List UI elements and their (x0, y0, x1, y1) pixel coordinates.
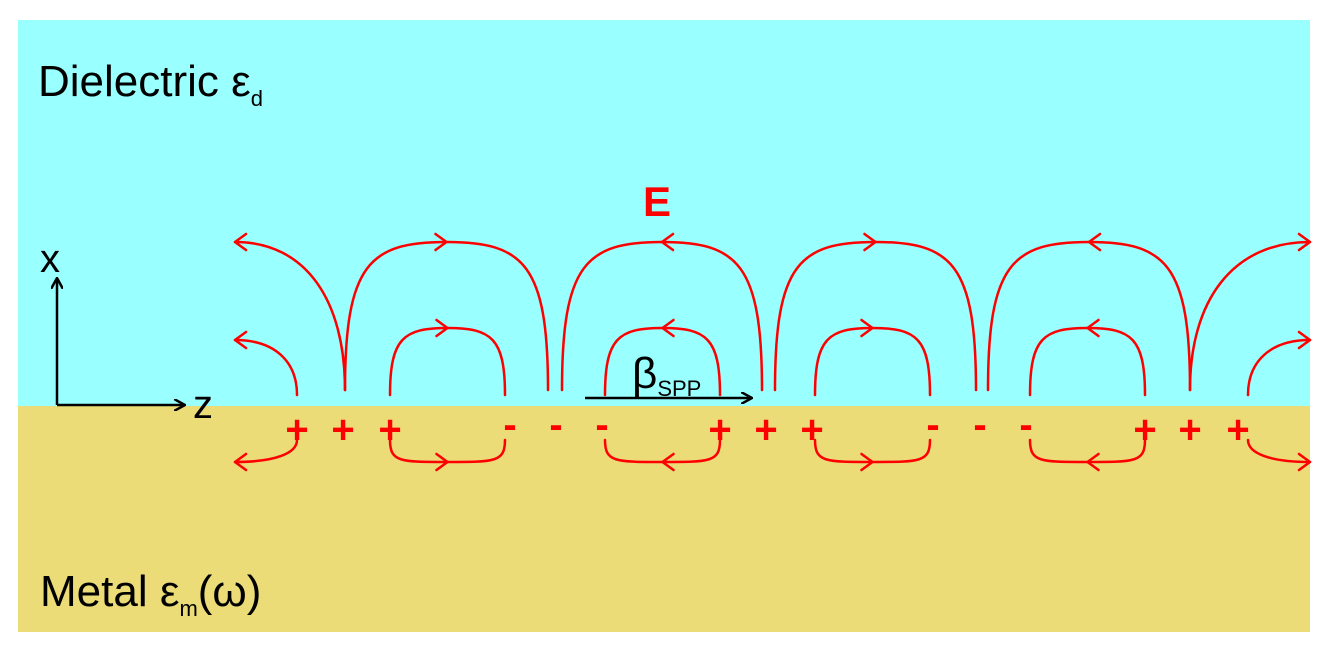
field-line-left-inner-line (233, 338, 299, 397)
field-arrowhead-metal-3-line (860, 452, 874, 472)
field-line-metal-right-line (1246, 438, 1312, 464)
negative-charge: - (926, 403, 939, 447)
field-arrowhead-large-3-line (863, 232, 877, 252)
positive-charge: + (1133, 408, 1156, 452)
positive-charge: + (378, 408, 401, 452)
coordinate-axes (57, 278, 185, 405)
beta-label: βSPP (632, 349, 701, 401)
negative-charge: - (973, 403, 986, 447)
field-arrowhead-small-2-line (661, 318, 675, 338)
positive-charge: + (800, 408, 823, 452)
positive-charge: + (754, 408, 777, 452)
x-axis-label: x (40, 237, 60, 281)
negative-charge: - (1019, 403, 1032, 447)
field-label: E (643, 178, 671, 225)
positive-charge: + (331, 408, 354, 452)
field-arrowhead-small-1-line (435, 318, 449, 338)
dielectric-region (18, 20, 1310, 406)
field-lines (233, 232, 1312, 472)
field-arrowhead-large-1-line (434, 232, 448, 252)
field-arrowhead-small-3-line (860, 318, 874, 338)
negative-charge: - (549, 403, 562, 447)
field-arrowhead-metal-2-line (661, 452, 675, 472)
field-line-right-outer-line (1188, 240, 1312, 392)
field-line-right-inner-line (1246, 338, 1312, 397)
field-line-metal-left-line (233, 438, 299, 464)
surface-charges: + + + - - - + + + - - - + + + (285, 403, 1249, 452)
field-arrowhead-large-4-line (1087, 232, 1102, 252)
positive-charge: + (285, 408, 308, 452)
field-arrowhead-left-outer-line (233, 232, 248, 252)
field-arrowhead-right-outer-line (1297, 232, 1312, 252)
field-arrowhead-metal-left-line (233, 452, 248, 472)
field-arrowhead-left-inner-line (233, 330, 248, 350)
z-axis-label: z (193, 383, 213, 427)
field-arrowhead-metal-right-line (1297, 452, 1312, 472)
field-arrowhead-metal-1-line (435, 452, 449, 472)
metal-region (18, 406, 1310, 632)
metal-label: Metal εm(ω) (40, 567, 261, 621)
field-arrowhead-right-inner-line (1297, 330, 1312, 350)
dielectric-label: Dielectric εd (38, 57, 263, 111)
positive-charge: + (1178, 408, 1201, 452)
negative-charge: - (595, 403, 608, 447)
positive-charge: + (1226, 408, 1249, 452)
positive-charge: + (708, 408, 731, 452)
field-arrowhead-small-4-line (1086, 318, 1100, 338)
negative-charge: - (503, 403, 516, 447)
field-arrowhead-large-2-line (660, 232, 675, 252)
field-line-left-outer-line (233, 240, 347, 392)
field-arrowhead-metal-4-line (1086, 452, 1100, 472)
